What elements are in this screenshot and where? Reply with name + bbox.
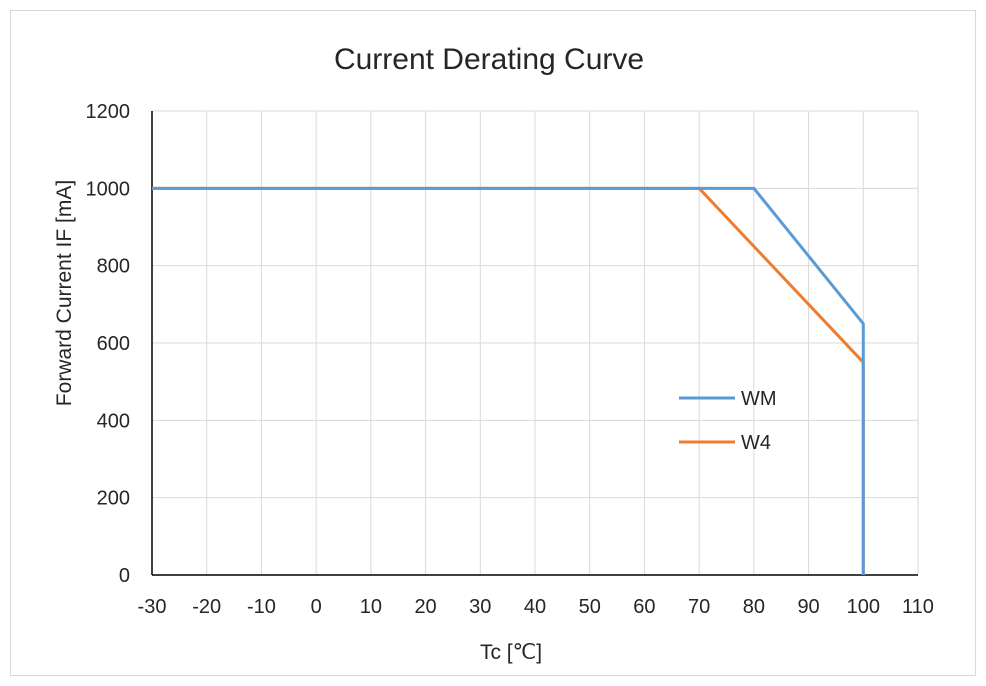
legend-label-w4: W4: [741, 432, 771, 454]
x-tick-label: 50: [579, 596, 601, 618]
x-tick-label: 10: [360, 596, 382, 618]
legend-label-wm: WM: [741, 388, 777, 410]
grid: [151, 110, 919, 576]
y-tick-labels: 0 200 400 600 800 1000 1200: [86, 101, 131, 587]
legend: WM W4: [679, 388, 777, 454]
x-tick-label: 0: [311, 596, 322, 618]
y-tick-label: 1000: [86, 178, 131, 200]
series-line-wm: [152, 186, 865, 575]
y-tick-label: 800: [97, 256, 130, 278]
chart-frame: Current Derating Curve -30 -20 -10 0 10 20 30 4…: [10, 10, 976, 676]
x-tick-label: 100: [847, 596, 880, 618]
x-tick-label: 110: [902, 596, 934, 618]
x-tick-label: 90: [797, 596, 819, 618]
x-tick-label: 80: [743, 596, 765, 618]
x-tick-label: 40: [524, 596, 546, 618]
x-tick-label: -30: [138, 596, 167, 618]
x-tick-label: 70: [688, 596, 710, 618]
x-tick-label: 60: [633, 596, 655, 618]
y-tick-label: 600: [97, 333, 130, 355]
x-axis-label: Tc [℃]: [480, 641, 542, 664]
x-tick-label: -20: [192, 596, 221, 618]
y-tick-label: 200: [97, 488, 130, 510]
y-tick-label: 400: [97, 410, 130, 432]
y-tick-label: 1200: [86, 101, 131, 123]
x-tick-label: 20: [414, 596, 436, 618]
x-tick-label: 30: [469, 596, 491, 618]
x-tick-label: -10: [247, 596, 276, 618]
series-lines: [152, 186, 865, 575]
chart-title: Current Derating Curve: [334, 43, 644, 76]
y-tick-label: 0: [119, 565, 130, 587]
x-tick-labels: -30 -20 -10 0 10 20 30 40 50 60 70 80 90 100 110: [138, 596, 934, 618]
series-line-w4: [152, 186, 865, 575]
chart: Current Derating Curve -30 -20 -10 0 10 20 30 4…: [53, 43, 934, 664]
y-axis-label: Forward Current IF [mA]: [53, 180, 76, 406]
